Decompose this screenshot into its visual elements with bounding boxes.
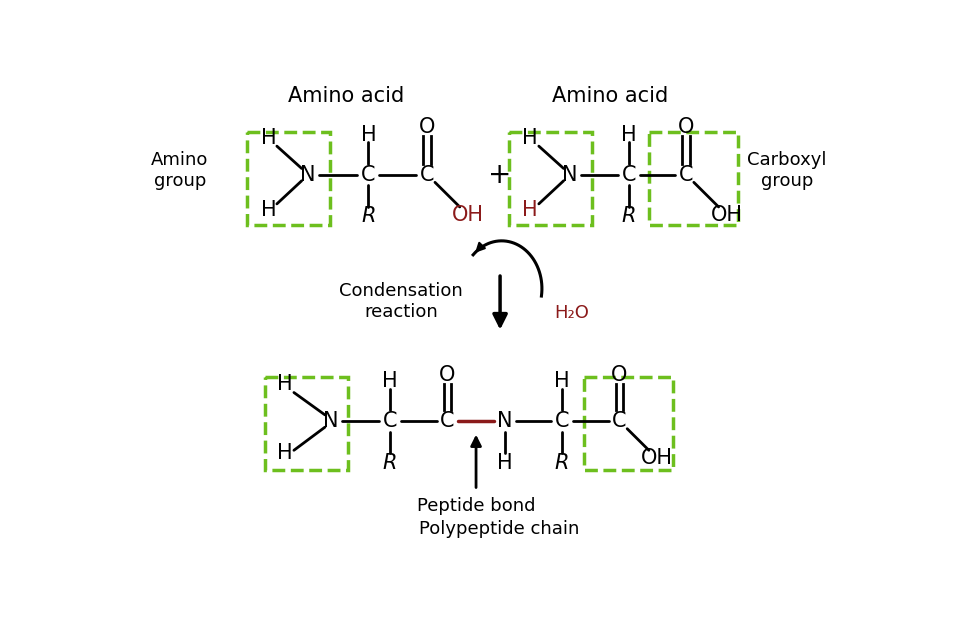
Text: H: H xyxy=(361,125,376,145)
Text: Amino acid: Amino acid xyxy=(289,86,405,106)
Text: Amino acid: Amino acid xyxy=(552,86,668,106)
Text: C: C xyxy=(440,411,454,431)
Text: OH: OH xyxy=(711,205,742,225)
Text: H: H xyxy=(621,125,637,145)
Text: OH: OH xyxy=(641,448,673,468)
Text: Amino
group: Amino group xyxy=(151,152,209,190)
Text: H: H xyxy=(382,371,398,391)
Text: O: O xyxy=(611,365,628,385)
Text: H: H xyxy=(261,200,277,220)
Text: C: C xyxy=(555,411,569,431)
Text: O: O xyxy=(419,117,436,137)
Text: O: O xyxy=(439,365,455,385)
Text: R: R xyxy=(383,453,397,473)
Text: R: R xyxy=(361,206,375,226)
Text: Polypeptide chain: Polypeptide chain xyxy=(419,520,579,538)
Text: C: C xyxy=(383,411,397,431)
Text: R: R xyxy=(555,453,569,473)
Text: H: H xyxy=(277,443,292,463)
Text: N: N xyxy=(300,165,316,184)
Text: +: + xyxy=(488,161,512,189)
Text: H: H xyxy=(523,128,538,148)
Text: H: H xyxy=(523,200,538,220)
Text: C: C xyxy=(621,165,636,184)
Bar xyxy=(265,377,348,469)
Text: H₂O: H₂O xyxy=(554,304,589,322)
Text: O: O xyxy=(678,117,694,137)
Text: H: H xyxy=(261,128,277,148)
Text: C: C xyxy=(420,165,435,184)
Bar xyxy=(584,377,673,469)
Text: N: N xyxy=(497,411,513,431)
Bar xyxy=(649,132,738,225)
Text: H: H xyxy=(497,453,513,473)
Text: Peptide bond: Peptide bond xyxy=(416,497,535,515)
Text: C: C xyxy=(361,165,375,184)
Text: N: N xyxy=(562,165,577,184)
Text: R: R xyxy=(621,206,636,226)
Text: H: H xyxy=(277,374,292,394)
Text: C: C xyxy=(679,165,693,184)
Bar xyxy=(248,132,331,225)
Text: Condensation
reaction: Condensation reaction xyxy=(339,283,463,321)
Text: OH: OH xyxy=(451,205,484,225)
Bar xyxy=(509,132,592,225)
Text: C: C xyxy=(612,411,627,431)
Text: Carboxyl
group: Carboxyl group xyxy=(747,152,827,190)
Text: H: H xyxy=(554,371,569,391)
Text: N: N xyxy=(324,411,339,431)
